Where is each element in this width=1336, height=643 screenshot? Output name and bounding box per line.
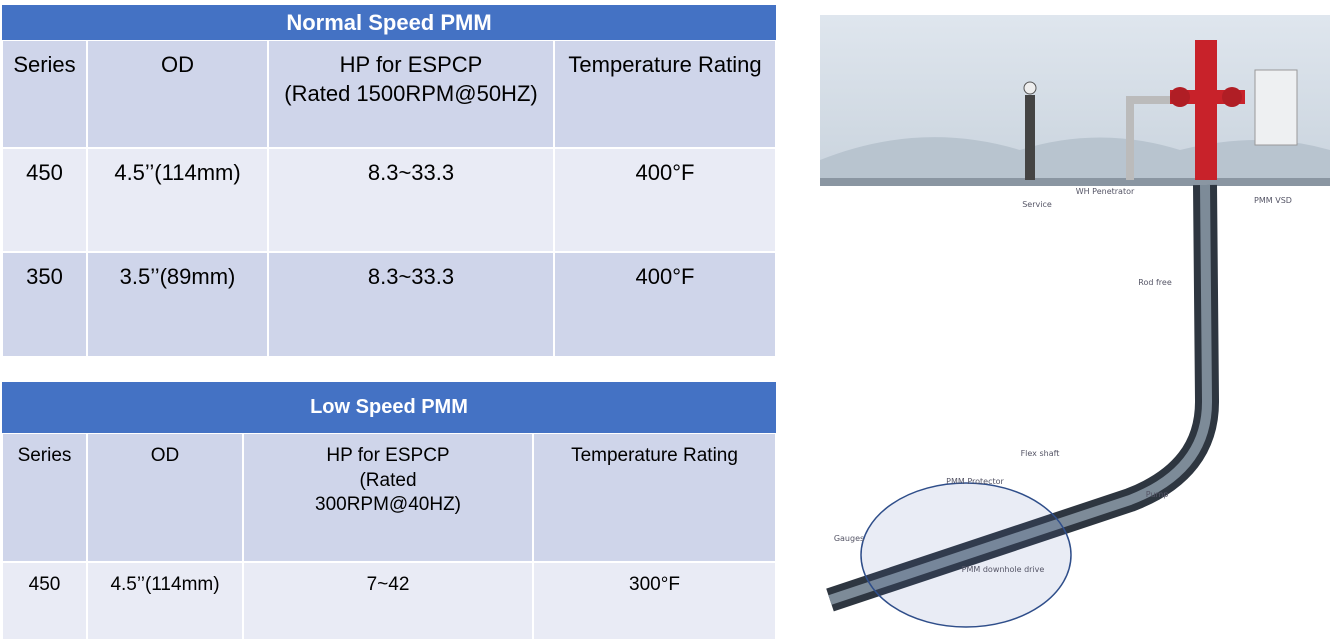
header-cell: OD (87, 40, 268, 148)
valve (1170, 87, 1190, 107)
header-cell: OD (87, 433, 243, 562)
well-tubing (828, 184, 1213, 605)
table-cell: 450 (2, 562, 87, 640)
table-cell: 350 (2, 252, 87, 357)
diagram: Service WH Penetrator PMM VSD Rod free Flex … (820, 15, 1330, 628)
table-title: Normal Speed PMM (2, 5, 776, 40)
header-cell: Series (2, 433, 87, 562)
table-cell: 7~42 (243, 562, 533, 640)
table-cell: 450 (2, 148, 87, 252)
table-title: Low Speed PMM (2, 382, 776, 433)
table-cell: 400°F (554, 252, 776, 357)
diagram-label: WH Penetrator (1076, 187, 1135, 196)
table-cell: 8.3~33.3 (268, 252, 554, 357)
pipe-surface (1126, 96, 1170, 180)
header-cell: Temperature Rating (554, 40, 776, 148)
hills (820, 137, 1330, 185)
header-cell: Series (2, 40, 87, 148)
diagram-label: PMM downhole drive (962, 565, 1045, 574)
person-head (1023, 81, 1037, 95)
diagram-label: PMM Protector (946, 477, 1004, 486)
diagram-label: Flex shaft (1021, 449, 1060, 458)
table-cell: 8.3~33.3 (268, 148, 554, 252)
header-cell: HP for ESPCP (Rated 1500RPM@50HZ) (268, 40, 554, 148)
ground (820, 178, 1330, 186)
diagram-label: Pump (1146, 490, 1169, 499)
header-cell: HP for ESPCP (Rated 300RPM@40HZ) (243, 433, 533, 562)
highlight-ellipse (860, 482, 1072, 628)
diagram-label: PMM VSD (1254, 196, 1292, 205)
person (1025, 95, 1035, 180)
valve (1222, 87, 1242, 107)
table-cell: 4.5’’(114mm) (87, 148, 268, 252)
diagram-label: Service (1022, 200, 1052, 209)
table-cell: 3.5’’(89mm) (87, 252, 268, 357)
vsd-cabinet (1254, 69, 1298, 146)
table-cell: 400°F (554, 148, 776, 252)
wellhead (1195, 40, 1217, 180)
table-cell: 4.5’’(114mm) (87, 562, 243, 640)
diagram-label: Gauges (834, 534, 864, 543)
diagram-label: Rod free (1138, 278, 1172, 287)
table-cell: 300°F (533, 562, 776, 640)
header-cell: Temperature Rating (533, 433, 776, 562)
